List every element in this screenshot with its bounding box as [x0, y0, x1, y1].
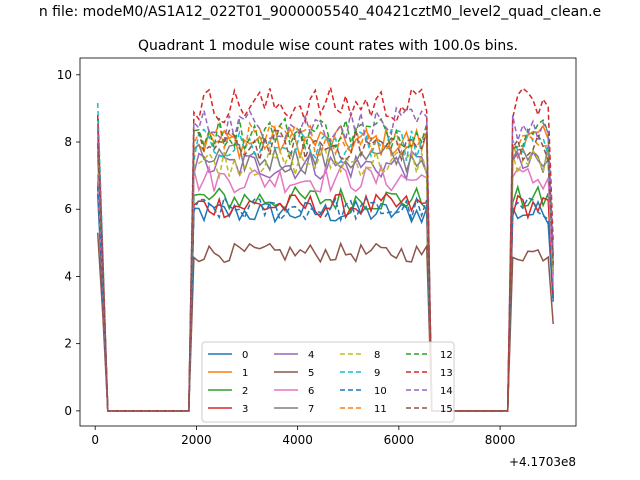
x-tick-label: 0	[91, 433, 99, 447]
legend-label-6: 6	[308, 386, 314, 397]
y-tick-label: 4	[64, 269, 72, 283]
legend-label-12: 12	[440, 350, 453, 361]
x-tick-label: 4000	[282, 433, 313, 447]
x-axis: 0 2000 4000 6000 8000	[91, 426, 515, 447]
legend-label-13: 13	[440, 368, 453, 379]
legend-label-5: 5	[308, 368, 314, 379]
y-tick-label: 6	[64, 202, 72, 216]
plot-frame	[79, 57, 577, 427]
y-tick-label: 10	[57, 68, 72, 82]
legend-label-7: 7	[308, 404, 314, 415]
series-line-13	[96, 84, 554, 412]
x-tick-label: 2000	[181, 433, 212, 447]
legend-label-4: 4	[308, 350, 314, 361]
legend-frame	[201, 341, 455, 423]
series-line-15	[96, 129, 554, 412]
x-tick-label: 6000	[384, 433, 415, 447]
legend-label-11: 11	[374, 404, 387, 415]
legend-label-0: 0	[242, 350, 248, 361]
chart-title: Quadrant 1 module wise count rates with …	[138, 38, 518, 54]
x-tick-label: 8000	[485, 433, 516, 447]
legend-label-10: 10	[374, 386, 387, 397]
series-layer	[96, 84, 554, 412]
legend-label-2: 2	[242, 386, 248, 397]
x-offset-label: +4.1703e8	[509, 455, 576, 469]
legend-label-3: 3	[242, 404, 248, 415]
figure-suptitle: n file: modeM0/AS1A12_022T01_9000005540_…	[39, 4, 601, 20]
legend-label-1: 1	[242, 368, 248, 379]
y-tick-label: 2	[64, 337, 72, 351]
legend-label-14: 14	[440, 386, 453, 397]
y-tick-label: 0	[64, 404, 72, 418]
legend-label-15: 15	[440, 404, 453, 415]
legend-label-8: 8	[374, 350, 380, 361]
y-axis: 0 2 4 6 8 10	[57, 68, 80, 418]
legend-label-9: 9	[374, 368, 380, 379]
y-tick-label: 8	[64, 135, 72, 149]
